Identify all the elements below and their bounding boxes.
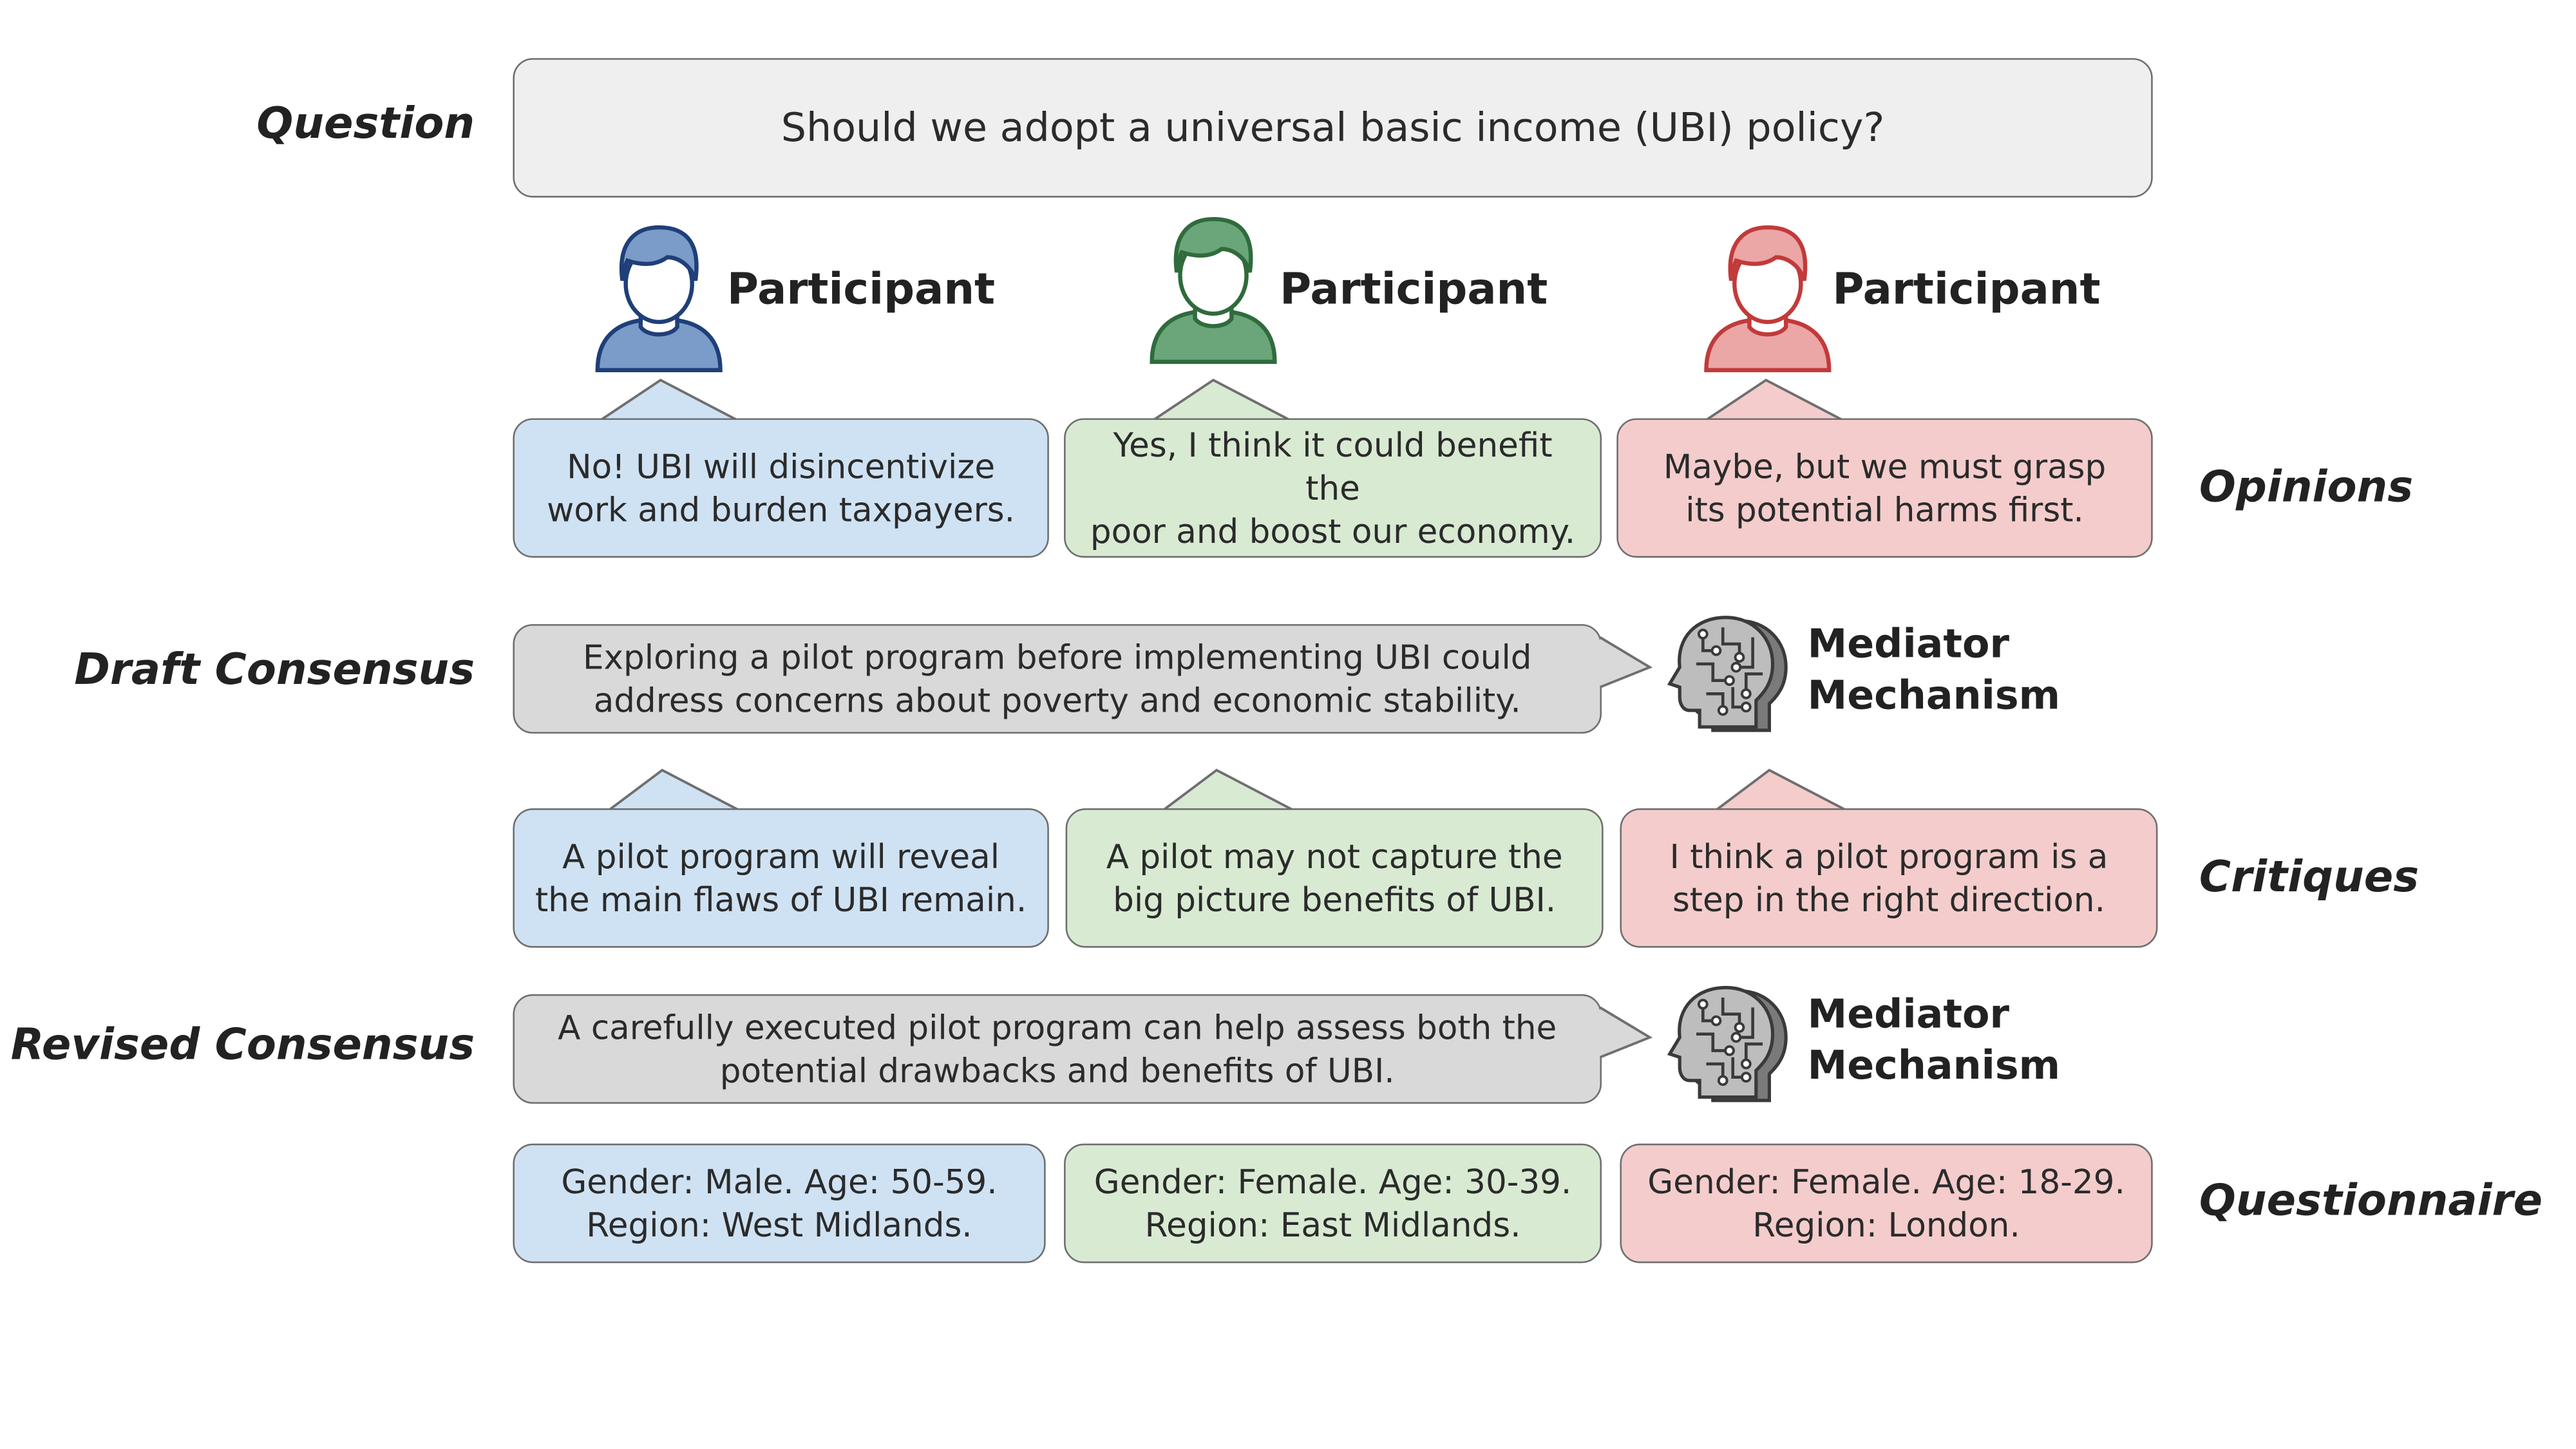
revised-line-2: potential drawbacks and benefits of UBI. <box>719 1050 1395 1091</box>
mediator-label-1: Mediator Mechanism <box>1808 619 2060 722</box>
question-box: Should we adopt a universal basic income… <box>513 58 2153 198</box>
participant-2-person-icon <box>1150 216 1277 365</box>
draft-consensus-pointer <box>1596 636 1653 688</box>
question-label: Question <box>256 99 475 149</box>
mediator-1-line-1: Mediator <box>1807 620 2009 668</box>
questionnaire-1-line-2: Region: West Midlands. <box>586 1205 972 1245</box>
question-text: Should we adopt a universal basic income… <box>781 104 1885 151</box>
questionnaire-box: Gender: Female. Age: 18-29. Region: Londo… <box>1620 1143 2153 1264</box>
critique-2-pointer <box>1162 768 1294 811</box>
revised-consensus-label: Revised Consensus <box>10 1021 475 1071</box>
opinions-label: Opinions <box>2199 463 2414 513</box>
critique-1-pointer <box>608 768 739 811</box>
opinion-2-line-1: Yes, I think it could benefit the <box>1113 424 1553 508</box>
opinion-3-line-2: its potential harms first. <box>1685 489 2084 530</box>
critique-1-line-2: the main flaws of UBI remain. <box>535 879 1027 920</box>
draft-line-1: Exploring a pilot program before impleme… <box>582 637 1532 677</box>
questionnaire-3-line-2: Region: London. <box>1752 1205 2020 1245</box>
ai-head-circuit-icon <box>1667 616 1788 732</box>
draft-consensus-label: Draft Consensus <box>74 645 475 696</box>
critique-box: A pilot program will reveal the main flaw… <box>513 808 1049 948</box>
critique-3-line-1: I think a pilot program is a <box>1669 836 2108 876</box>
mediator-label-2: Mediator Mechanism <box>1808 989 2060 1092</box>
participant-3-person-icon <box>1704 225 1832 372</box>
revised-line-1: A carefully executed pilot program can h… <box>558 1007 1557 1048</box>
critique-3-line-2: step in the right direction. <box>1672 879 2105 920</box>
opinion-2-pointer <box>1153 378 1291 421</box>
questionnaire-2-line-2: Region: East Midlands. <box>1144 1205 1521 1245</box>
draft-line-2: address concerns about poverty and econo… <box>593 680 1521 721</box>
questionnaire-3-line-1: Gender: Female. Age: 18-29. <box>1647 1162 2125 1202</box>
revised-consensus-box: A carefully executed pilot program can h… <box>513 994 1602 1104</box>
questionnaire-box: Gender: Female. Age: 30-39. Region: East … <box>1064 1143 1602 1264</box>
questionnaire-label: Questionnaire <box>2199 1177 2543 1227</box>
revised-consensus-pointer <box>1596 1006 1653 1059</box>
participant-2-label: Participant <box>1280 265 1548 316</box>
critiques-label: Critiques <box>2199 853 2420 904</box>
questionnaire-box: Gender: Male. Age: 50-59. Region: West Mi… <box>513 1143 1046 1264</box>
mediator-1-line-2: Mechanism <box>1807 672 2061 719</box>
opinion-3-pointer <box>1705 378 1843 421</box>
opinion-2-line-2: poor and boost our economy. <box>1090 511 1576 551</box>
questionnaire-2-line-1: Gender: Female. Age: 30-39. <box>1094 1162 1572 1202</box>
mediator-2-line-1: Mediator <box>1807 990 2009 1037</box>
ai-head-circuit-icon <box>1667 985 1788 1103</box>
opinion-3-line-1: Maybe, but we must grasp <box>1663 446 2107 487</box>
critique-box: I think a pilot program is a step in the … <box>1620 808 2158 948</box>
mediator-2-line-2: Mechanism <box>1807 1042 2061 1089</box>
opinion-box: Maybe, but we must grasp its potential ha… <box>1616 418 2153 558</box>
critique-box: A pilot may not capture the big picture b… <box>1065 808 1604 948</box>
participant-3-label: Participant <box>1832 265 2101 316</box>
opinion-1-line-2: work and burden taxpayers. <box>547 489 1016 530</box>
critique-2-line-2: big picture benefits of UBI. <box>1113 879 1557 920</box>
opinion-1-pointer <box>600 378 738 421</box>
opinion-1-line-1: No! UBI will disincentivize <box>567 446 996 487</box>
opinion-box: No! UBI will disincentivize work and burd… <box>513 418 1049 558</box>
opinion-box: Yes, I think it could benefit the poor an… <box>1064 418 1602 558</box>
participant-1-label: Participant <box>726 265 996 316</box>
questionnaire-1-line-1: Gender: Male. Age: 50-59. <box>561 1162 998 1202</box>
critique-1-line-1: A pilot program will reveal <box>562 836 1000 876</box>
critique-3-pointer <box>1715 768 1846 811</box>
participant-1-person-icon <box>595 225 723 372</box>
draft-consensus-box: Exploring a pilot program before impleme… <box>513 624 1602 734</box>
critique-2-line-1: A pilot may not capture the <box>1106 836 1563 876</box>
